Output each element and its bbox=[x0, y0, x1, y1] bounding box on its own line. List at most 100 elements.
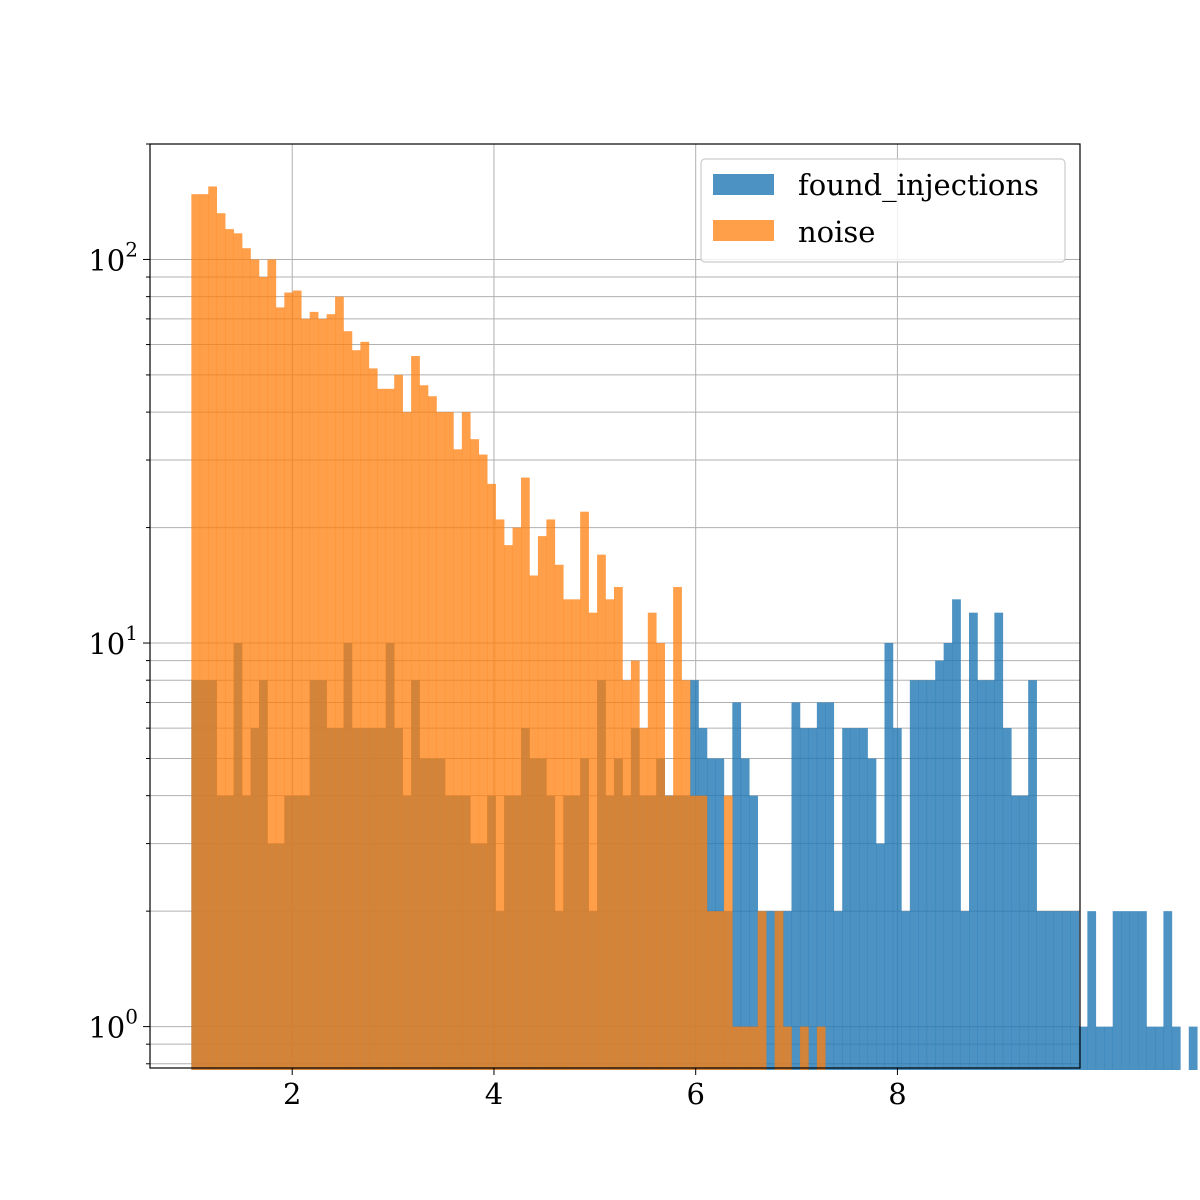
bar-found_injections bbox=[926, 680, 936, 1070]
bar-found_injections bbox=[1028, 680, 1037, 1070]
bar-found_injections bbox=[783, 911, 792, 1070]
bar-noise bbox=[647, 612, 657, 1070]
bar-noise bbox=[521, 477, 530, 1070]
bar-found_injections bbox=[842, 728, 851, 1070]
bar-noise bbox=[225, 229, 234, 1070]
bar-noise bbox=[444, 412, 454, 1070]
bar-found_injections bbox=[808, 728, 818, 1070]
bar-noise bbox=[258, 277, 268, 1070]
bar-found_injections bbox=[1121, 911, 1130, 1070]
bar-found_injections bbox=[1112, 911, 1122, 1070]
bar-found_injections bbox=[1002, 728, 1012, 1070]
bar-found_injections bbox=[977, 680, 987, 1070]
bar-noise bbox=[470, 439, 480, 1070]
bar-noise bbox=[656, 643, 666, 1070]
bar-noise bbox=[580, 511, 589, 1071]
bar-found_injections bbox=[994, 612, 1004, 1070]
bar-found_injections bbox=[1087, 911, 1097, 1070]
bar-found_injections bbox=[816, 702, 826, 1070]
bar-found_injections bbox=[1070, 911, 1080, 1070]
bar-noise bbox=[199, 194, 209, 1070]
bar-noise bbox=[343, 331, 353, 1070]
bar-noise bbox=[411, 356, 420, 1070]
bar-found_injections bbox=[1163, 911, 1173, 1070]
bar-found_injections bbox=[969, 612, 978, 1070]
bar-noise bbox=[394, 374, 403, 1070]
bar-found_injections bbox=[909, 680, 919, 1070]
bar-noise bbox=[436, 412, 446, 1070]
bar-found_injections bbox=[1188, 1026, 1198, 1070]
bar-noise bbox=[335, 296, 344, 1070]
bar-noise bbox=[377, 388, 387, 1071]
bar-found_injections bbox=[1061, 911, 1071, 1070]
bar-found_injections bbox=[918, 680, 928, 1070]
bar-noise bbox=[681, 680, 691, 1070]
bar-found_injections bbox=[867, 758, 877, 1070]
legend: found_injections noise bbox=[700, 158, 1066, 263]
bar-found_injections bbox=[952, 599, 961, 1070]
bar-noise bbox=[402, 412, 412, 1070]
bar-found_injections bbox=[1146, 1026, 1156, 1070]
bar-noise bbox=[597, 554, 606, 1070]
bar-noise bbox=[326, 314, 336, 1070]
bar-noise bbox=[571, 599, 581, 1070]
bar-noise bbox=[588, 612, 598, 1070]
bar-noise bbox=[428, 396, 437, 1070]
legend-label-found-injections: found_injections bbox=[798, 168, 1039, 203]
bar-found_injections bbox=[935, 660, 944, 1070]
y-tick-label: 102 bbox=[88, 237, 138, 277]
x-tick-label: 8 bbox=[888, 1077, 906, 1111]
bar-noise bbox=[630, 660, 640, 1070]
bar-noise bbox=[537, 536, 547, 1070]
bar-noise bbox=[732, 1026, 742, 1070]
legend-label-noise: noise bbox=[798, 215, 875, 249]
bar-found_injections bbox=[876, 843, 885, 1070]
bar-found_injections bbox=[1036, 911, 1046, 1070]
bar-noise bbox=[698, 795, 708, 1070]
bar-noise bbox=[385, 388, 395, 1071]
legend-swatch-noise bbox=[713, 220, 774, 241]
bar-noise bbox=[478, 454, 488, 1070]
bar-noise bbox=[816, 1026, 826, 1070]
bar-noise bbox=[504, 545, 513, 1070]
bar-noise bbox=[622, 680, 632, 1070]
bar-found_injections bbox=[1171, 1026, 1181, 1070]
bar-noise bbox=[783, 1026, 792, 1070]
bar-found_injections bbox=[1138, 911, 1147, 1070]
bar-noise bbox=[639, 728, 649, 1070]
bar-found_injections bbox=[985, 680, 995, 1070]
bar-noise bbox=[799, 1026, 809, 1070]
bar-found_injections bbox=[799, 728, 809, 1070]
bar-noise bbox=[351, 350, 361, 1070]
y-tick-label: 100 bbox=[88, 1005, 138, 1045]
bar-noise bbox=[673, 586, 682, 1070]
bar-noise bbox=[563, 599, 573, 1070]
bar-noise bbox=[301, 318, 310, 1070]
bar-found_injections bbox=[884, 643, 894, 1070]
bar-found_injections bbox=[740, 758, 750, 1070]
bar-noise bbox=[512, 527, 522, 1070]
bar-found_injections bbox=[892, 728, 902, 1070]
bar-noise bbox=[605, 599, 615, 1070]
bar-found_injections bbox=[1053, 911, 1063, 1070]
bar-noise bbox=[250, 259, 260, 1070]
bar-noise bbox=[723, 795, 733, 1070]
bar-found_injections bbox=[1095, 1026, 1105, 1070]
bar-noise bbox=[368, 368, 378, 1071]
y-tick-label: 101 bbox=[88, 621, 138, 661]
bar-noise bbox=[613, 586, 623, 1070]
bar-found_injections bbox=[1154, 1026, 1164, 1070]
bar-found_injections bbox=[850, 728, 860, 1070]
legend-box bbox=[700, 158, 1066, 263]
bar-found_injections bbox=[859, 728, 868, 1070]
bar-noise bbox=[275, 307, 285, 1070]
bar-noise bbox=[216, 213, 226, 1070]
bar-noise bbox=[419, 385, 429, 1070]
bar-noise bbox=[664, 795, 674, 1070]
bar-noise bbox=[453, 449, 463, 1070]
bar-noise bbox=[706, 911, 716, 1070]
x-tick-label: 2 bbox=[283, 1077, 301, 1111]
bar-found_injections bbox=[1045, 911, 1054, 1070]
x-tick-label: 6 bbox=[686, 1077, 704, 1111]
bar-noise bbox=[242, 248, 251, 1070]
